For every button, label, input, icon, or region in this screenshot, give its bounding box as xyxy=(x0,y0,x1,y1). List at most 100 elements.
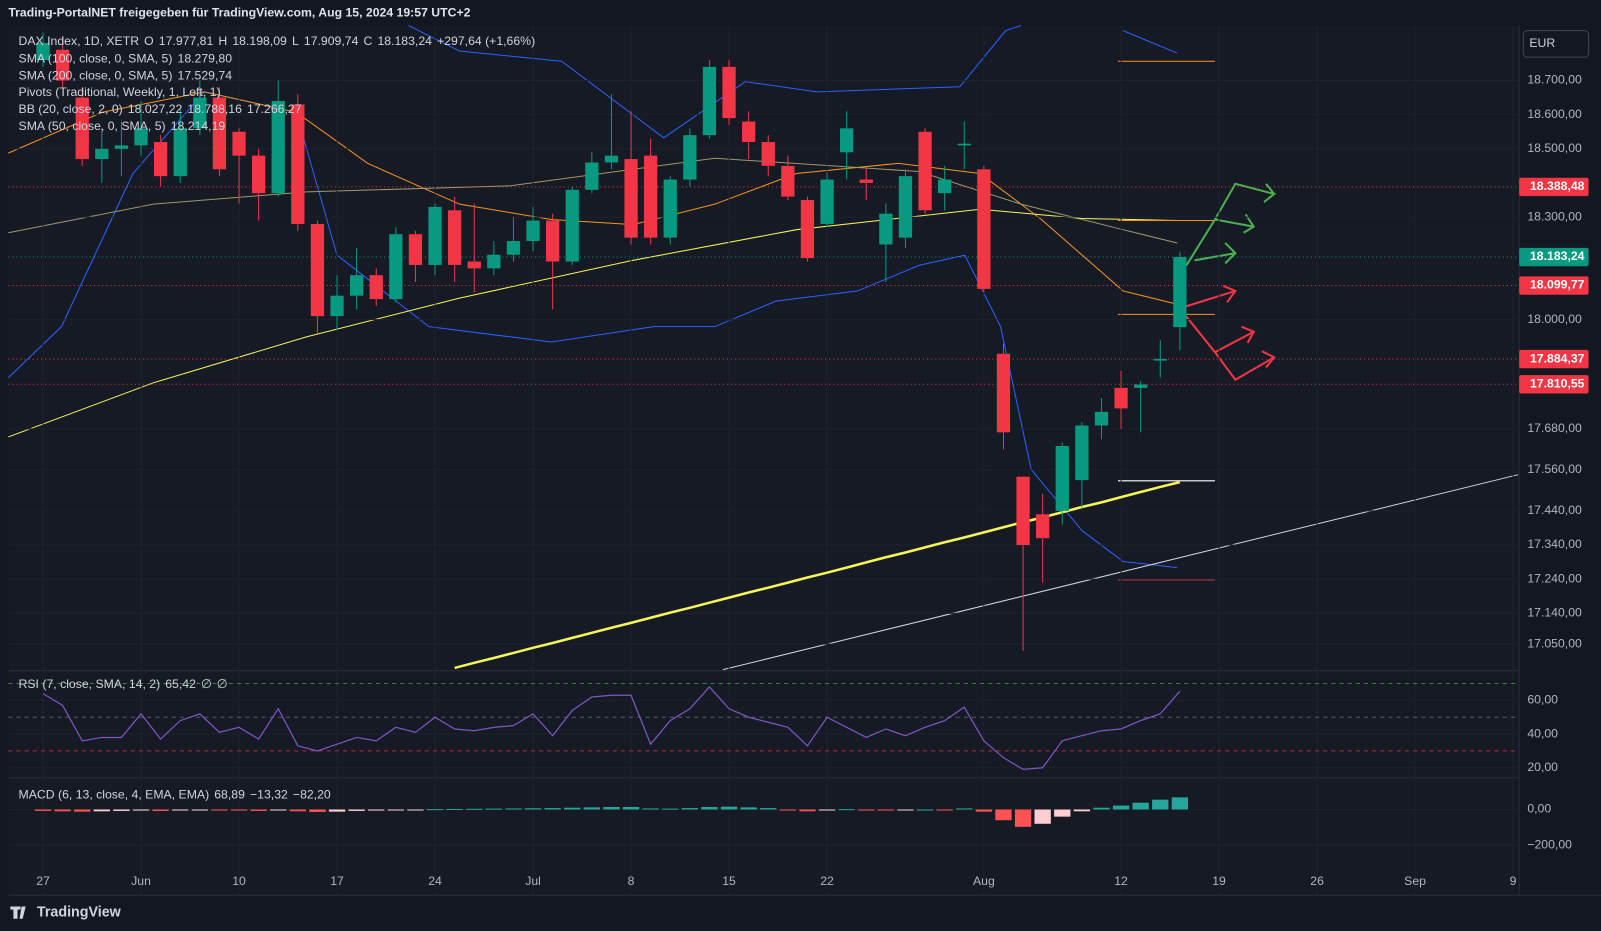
macd-bar xyxy=(583,807,601,810)
level-tag xyxy=(1519,276,1589,295)
macd-bar xyxy=(818,809,836,811)
x-tick-label: Jul xyxy=(525,874,541,888)
indicator-name: MACD (6, 13, close, 4, EMA, EMA) xyxy=(19,787,210,801)
footer: TradingView xyxy=(37,904,122,920)
macd-bar xyxy=(564,807,581,810)
scenario-arrows xyxy=(1185,182,1277,382)
y-tick-label: 17.440,00 xyxy=(1527,503,1582,517)
macd-bar xyxy=(897,809,914,811)
candle-body xyxy=(487,254,501,269)
candle-body xyxy=(428,206,442,265)
indicator-value: 18.214,19 xyxy=(171,119,226,133)
x-tick-label: Sep xyxy=(1404,874,1426,888)
macd-bar xyxy=(642,808,659,810)
macd-bar xyxy=(662,808,679,810)
candle-body xyxy=(271,101,285,194)
macd-bar xyxy=(760,808,777,810)
ohlc-value: 18.183,24 xyxy=(377,34,432,48)
level-tag xyxy=(1519,375,1589,394)
y-tick-label: 17.340,00 xyxy=(1527,537,1582,551)
y-tick-label: −200,00 xyxy=(1527,837,1572,851)
indicator-name: BB (20, close, 2, 0) xyxy=(19,102,123,116)
macd-bar xyxy=(975,809,993,812)
x-tick-label: 12 xyxy=(1114,874,1128,888)
macd-bar xyxy=(505,808,522,810)
currency-button[interactable] xyxy=(1522,30,1590,58)
x-tick-label: 24 xyxy=(428,874,442,888)
macd-bar xyxy=(720,806,738,810)
macd-bar xyxy=(838,809,855,811)
ohlc-value: L xyxy=(292,34,299,48)
rsi-line xyxy=(42,686,1181,771)
ohlc-value: C xyxy=(364,34,373,48)
macd-bar xyxy=(603,807,620,810)
candle-body xyxy=(350,275,364,296)
candle-body xyxy=(448,210,462,265)
y-tick-label: 20,00 xyxy=(1527,760,1558,774)
indicator-name: SMA (100, close, 0, SMA, 5) xyxy=(19,51,173,65)
candle-body xyxy=(1134,384,1148,388)
macd-bar xyxy=(230,809,248,811)
macd-bar xyxy=(740,807,757,810)
macd-bar xyxy=(1073,809,1091,812)
macd-bar xyxy=(622,807,640,810)
level-label: 17.884,37 xyxy=(1530,351,1585,365)
sma-100 xyxy=(8,157,1178,244)
indicator-value: −13,32 xyxy=(250,787,288,801)
candle-body xyxy=(1016,476,1030,546)
candle-body xyxy=(565,189,579,262)
indicator-value: 17.266,27 xyxy=(247,102,302,116)
macd-bar xyxy=(289,809,307,812)
level-label: 18.183,24 xyxy=(1530,249,1585,263)
candle-body xyxy=(1036,514,1050,539)
candle-body xyxy=(389,234,403,300)
macd-bar xyxy=(936,809,953,811)
level-label: 17.810,55 xyxy=(1530,377,1585,391)
level-tag xyxy=(1519,349,1589,369)
macd-bar xyxy=(1054,809,1071,817)
candle-body xyxy=(75,97,89,160)
candle-body xyxy=(781,165,795,197)
macd-bar xyxy=(799,809,816,812)
candle-body xyxy=(742,121,756,142)
x-tick-label: 26 xyxy=(1310,874,1324,888)
y-tick-label: 18.700,00 xyxy=(1527,73,1582,87)
candle-body xyxy=(840,128,854,153)
candle-body xyxy=(55,49,70,81)
macd-bar xyxy=(1171,797,1189,810)
y-tick-label: 18.500,00 xyxy=(1527,141,1582,155)
candle-body xyxy=(800,200,815,259)
macd-bar xyxy=(172,809,189,811)
macd-bar xyxy=(132,809,150,811)
change: +297,64 (+1,66%) xyxy=(437,34,535,48)
indicator-value: 18.027,22 xyxy=(128,102,183,116)
macd-bar xyxy=(858,809,875,811)
x-tick-label: 9 xyxy=(1510,874,1517,888)
logo xyxy=(10,906,26,919)
candle-body xyxy=(546,220,560,262)
candle-body xyxy=(644,155,658,238)
currency[interactable]: EUR xyxy=(1529,36,1555,50)
macd-bar xyxy=(368,809,385,811)
macd-bar xyxy=(113,809,130,811)
macd-bar xyxy=(270,809,287,811)
macd-bar xyxy=(328,809,346,812)
trend-line xyxy=(722,474,1519,671)
macd-bar xyxy=(1093,807,1110,810)
bull-arrows xyxy=(1185,182,1277,266)
candle-body xyxy=(173,128,187,177)
candle-body xyxy=(663,179,677,238)
indicator-value: 18.788,16 xyxy=(187,102,242,116)
candle-body xyxy=(1114,387,1128,409)
indicator-value: 65,42 xyxy=(165,677,196,691)
macd-bar xyxy=(485,808,503,810)
y-tick-label: 17.050,00 xyxy=(1527,636,1582,650)
macd-bar xyxy=(1132,802,1149,810)
ohlc-value: 18.198,09 xyxy=(232,34,287,48)
candle-body xyxy=(252,155,266,194)
y-tick-label: 17.240,00 xyxy=(1527,571,1582,585)
macd-bar xyxy=(426,809,444,811)
level-tag xyxy=(1519,247,1589,267)
candle-body xyxy=(134,128,148,146)
y-tick-label: 0,00 xyxy=(1527,802,1551,816)
